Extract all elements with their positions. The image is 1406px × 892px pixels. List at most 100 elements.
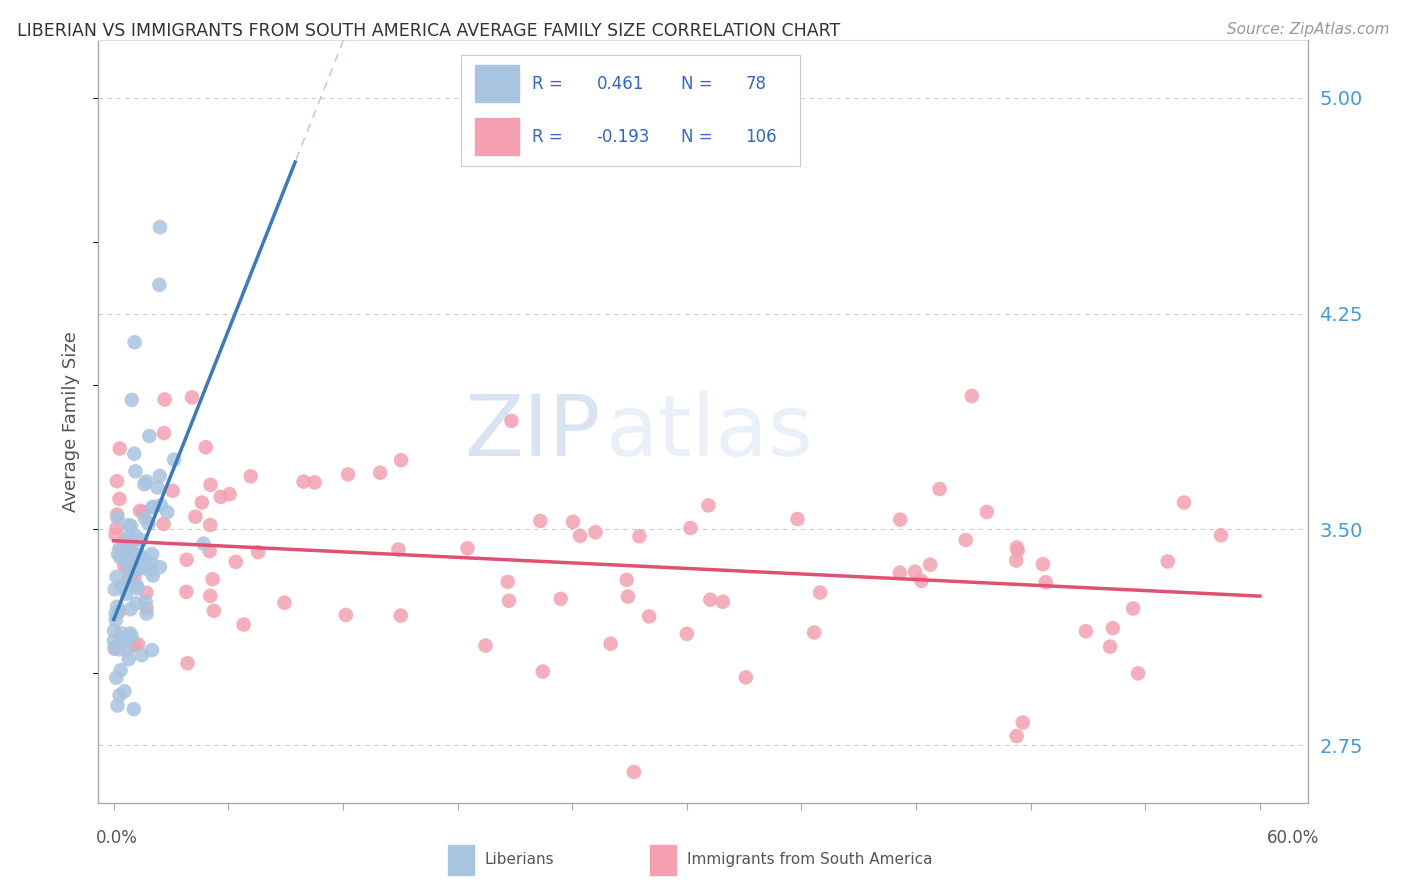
Point <box>118 572 141 586</box>
Point <box>141 547 163 561</box>
Point <box>149 469 172 483</box>
Point <box>131 648 153 663</box>
Point <box>127 581 149 595</box>
Point <box>209 490 232 504</box>
Point <box>149 220 172 235</box>
Point <box>904 565 927 579</box>
Point <box>138 429 160 443</box>
Point <box>138 516 160 531</box>
Point <box>117 530 139 544</box>
Point <box>134 477 156 491</box>
Point <box>734 670 756 684</box>
Point <box>122 565 145 579</box>
Point <box>105 599 128 614</box>
Point <box>118 548 141 562</box>
Point <box>108 541 131 556</box>
Point <box>198 518 221 533</box>
Point <box>194 440 217 454</box>
Point <box>118 541 141 556</box>
Point <box>191 495 214 509</box>
Point <box>129 561 152 575</box>
Point <box>108 442 131 456</box>
Point <box>129 504 152 518</box>
Point <box>387 542 409 557</box>
Point <box>153 426 176 441</box>
Point <box>112 684 135 698</box>
Point <box>679 521 702 535</box>
Point <box>111 626 134 640</box>
Point <box>125 596 148 610</box>
Point <box>149 560 172 574</box>
Point <box>114 534 136 549</box>
Point <box>120 626 142 640</box>
Point <box>122 548 145 562</box>
Point <box>920 558 942 572</box>
Point <box>114 555 136 569</box>
Point <box>110 663 132 677</box>
Point <box>121 534 143 549</box>
Point <box>104 640 127 655</box>
Point <box>105 521 128 535</box>
Point <box>585 525 607 540</box>
Point <box>117 562 139 576</box>
Point <box>955 533 977 547</box>
Point <box>711 595 734 609</box>
Point <box>135 601 157 615</box>
Text: LIBERIAN VS IMMIGRANTS FROM SOUTH AMERICA AVERAGE FAMILY SIZE CORRELATION CHART: LIBERIAN VS IMMIGRANTS FROM SOUTH AMERIC… <box>17 22 841 40</box>
Point <box>623 764 645 779</box>
Point <box>132 505 155 519</box>
Point <box>218 487 240 501</box>
Point <box>115 587 138 601</box>
Point <box>103 624 125 638</box>
Point <box>117 642 139 657</box>
Point <box>638 609 661 624</box>
Point <box>122 546 145 560</box>
Point <box>111 543 134 558</box>
Point <box>496 574 519 589</box>
Point <box>976 505 998 519</box>
Point <box>1102 621 1125 635</box>
Point <box>1209 528 1232 542</box>
Point <box>1035 575 1057 590</box>
Point <box>628 529 651 543</box>
Point <box>200 478 222 492</box>
Point <box>198 544 221 558</box>
Point <box>122 639 145 653</box>
Point <box>110 634 132 648</box>
Point <box>105 570 128 584</box>
Point <box>124 529 146 543</box>
Point <box>141 643 163 657</box>
Point <box>142 568 165 582</box>
Point <box>124 335 146 350</box>
Point <box>808 585 831 599</box>
Point <box>273 596 295 610</box>
Point <box>1011 715 1033 730</box>
Point <box>148 277 170 292</box>
Point <box>616 573 638 587</box>
Text: Source: ZipAtlas.com: Source: ZipAtlas.com <box>1226 22 1389 37</box>
Y-axis label: Average Family Size: Average Family Size <box>62 331 80 512</box>
Point <box>105 474 128 488</box>
Point <box>474 639 496 653</box>
Point <box>1173 495 1195 509</box>
Point <box>1122 601 1144 615</box>
Point <box>181 390 204 404</box>
Point <box>121 392 143 407</box>
Point <box>135 607 157 621</box>
Point <box>562 515 585 529</box>
Point <box>569 529 592 543</box>
Point <box>1005 541 1028 555</box>
Point <box>292 475 315 489</box>
Point <box>501 414 523 428</box>
Point <box>697 499 720 513</box>
Point <box>193 536 215 550</box>
Point <box>129 552 152 566</box>
Point <box>118 652 141 666</box>
Point <box>1156 554 1178 568</box>
Point <box>889 513 911 527</box>
Point <box>111 580 134 594</box>
Point <box>1005 553 1028 567</box>
Point <box>134 511 156 525</box>
Point <box>176 584 198 599</box>
Point <box>105 508 128 522</box>
